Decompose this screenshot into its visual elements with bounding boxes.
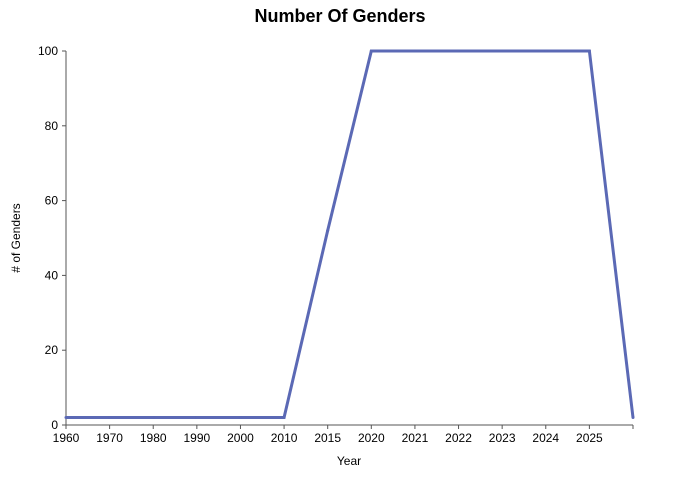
series-point [108, 416, 112, 420]
x-tick-label: 2015 [314, 431, 341, 445]
y-tick-label: 0 [51, 418, 58, 432]
x-tick-label: 1970 [96, 431, 123, 445]
series-point [631, 416, 635, 420]
y-tick-label: 20 [45, 343, 59, 357]
x-tick-label: 1960 [53, 431, 80, 445]
series-point [587, 49, 591, 53]
x-tick-label: 2000 [227, 431, 254, 445]
y-axis-label: # of Genders [9, 203, 23, 272]
series-line [66, 49, 635, 420]
series-point [151, 416, 155, 420]
series-point [64, 416, 68, 420]
x-tick-label: 1990 [183, 431, 210, 445]
series-point [500, 49, 504, 53]
x-axis-label: Year [337, 454, 361, 468]
series-point [413, 49, 417, 53]
series-point [195, 416, 199, 420]
y-tick-label: 80 [45, 119, 59, 133]
series-point [457, 49, 461, 53]
y-tick-label: 40 [45, 268, 59, 282]
x-tick-label: 1980 [140, 431, 167, 445]
y-tick-label: 60 [45, 194, 59, 208]
series-point [369, 49, 373, 53]
series-point [544, 49, 548, 53]
x-tick-label: 2024 [532, 431, 559, 445]
y-tick-label: 100 [38, 44, 58, 58]
series-point [238, 416, 242, 420]
x-tick-label: 2010 [271, 431, 298, 445]
x-tick-label: 2021 [402, 431, 429, 445]
y-tick-group: 0 20 40 60 80 100 [38, 44, 66, 432]
series-point [282, 416, 286, 420]
x-tick-group: 1960 1970 1980 1990 2000 2010 2015 2020 2021 2022… [53, 425, 634, 445]
x-tick-label: 2023 [489, 431, 516, 445]
chart-title: Number Of Genders [254, 6, 425, 26]
series-point-group [64, 49, 635, 420]
x-tick-label: 2025 [576, 431, 603, 445]
x-tick-label: 2020 [358, 431, 385, 445]
x-tick-label: 2022 [445, 431, 472, 445]
series-point [326, 229, 330, 233]
